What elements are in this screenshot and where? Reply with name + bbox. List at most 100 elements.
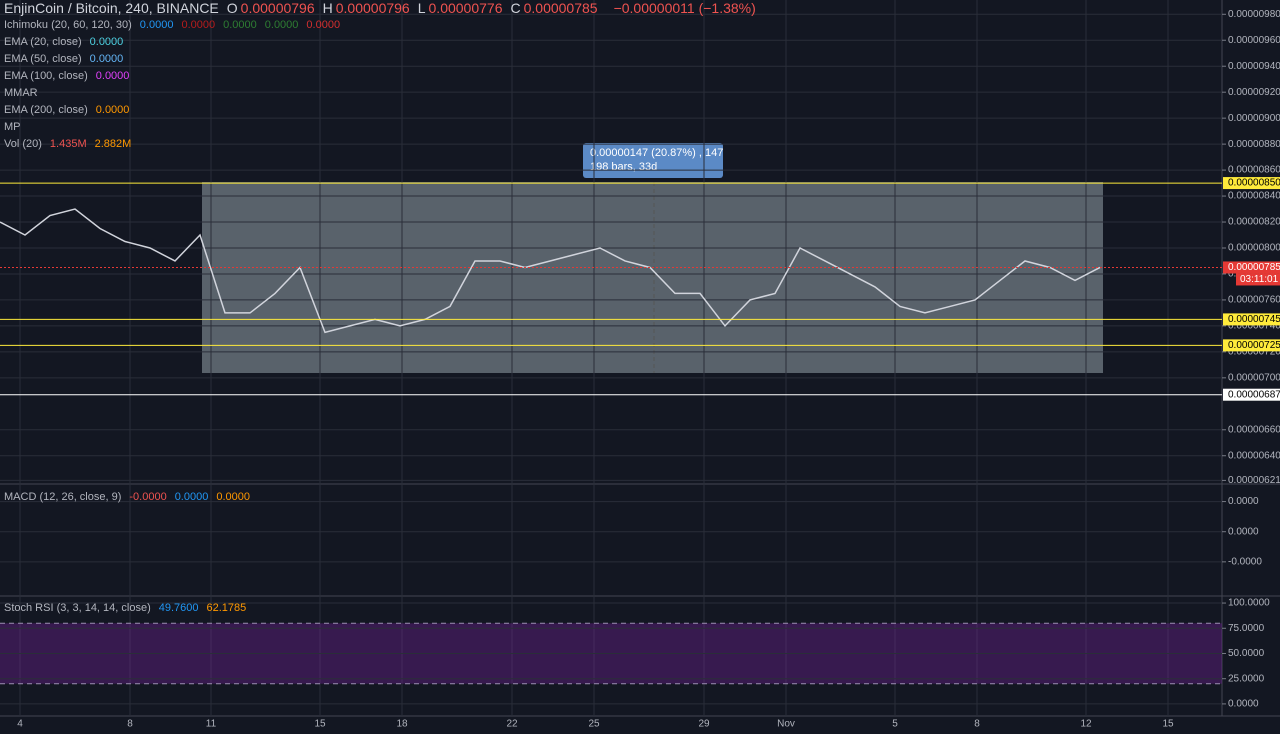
x-tick-label: 12 (1080, 719, 1092, 730)
y-tick-label: 0.00000640 (1228, 450, 1280, 461)
y-tick-label: -0.0000 (1228, 556, 1262, 567)
indicator-row: EMA (100, close) 0.0000 (4, 68, 764, 85)
ohlc: O 0.00000796 H 0.00000796 L 0.00000776 C 0.0000… (227, 0, 606, 16)
indicator-row: MMAR (4, 85, 764, 102)
y-tick-label: 0.00000900 (1228, 113, 1280, 124)
y-tick-label: 0.00000700 (1228, 372, 1280, 383)
ohlc-value: 0.00000785 (523, 0, 598, 16)
y-tick-label: 0.00000840 (1228, 191, 1280, 202)
y-tick-label: 0.0000 (1228, 699, 1259, 710)
x-tick-label: Nov (777, 719, 795, 730)
measure-text: 0.00000147 (20.87%) , 147 (590, 147, 723, 159)
level-label: 0.00000850 (1228, 178, 1280, 189)
y-tick-label: 0.0000 (1228, 526, 1259, 537)
countdown: 03:11:01 (1240, 274, 1279, 285)
ohlc-key: C (510, 0, 521, 16)
ohlc-value: 0.00000776 (428, 0, 503, 16)
measure-tooltip (583, 143, 723, 178)
y-tick-label: 100.0000 (1228, 598, 1270, 609)
macd-legend: MACD (12, 26, close, 9) -0.0000 0.0000 0.00… (4, 489, 258, 506)
indicator-name[interactable]: Vol (20) (4, 138, 42, 150)
ohlc-value: 0.00000796 (335, 0, 410, 16)
y-tick-label: 0.00000720 (1228, 347, 1280, 358)
indicator-name[interactable]: EMA (50, close) (4, 53, 82, 65)
indicator-value: 0.0000 (306, 19, 341, 31)
y-tick-label: 0.00000920 (1228, 87, 1280, 98)
level-label: 0.00000725 (1228, 340, 1280, 351)
x-tick-label: 11 (206, 719, 217, 730)
indicator-value: 0.0000 (95, 104, 130, 116)
change: −0.00000011 (−1.38%) (613, 0, 756, 16)
indicator-value: 0.0000 (223, 19, 257, 31)
price-line (0, 208, 1101, 334)
y-tick-label: 0.00000740 (1228, 321, 1280, 332)
indicator-name[interactable]: MP (4, 121, 21, 133)
level-tag (1223, 339, 1280, 352)
y-tick-label: 0.00000880 (1228, 139, 1280, 150)
y-tick-label: 0.00000800 (1228, 243, 1280, 254)
symbol[interactable]: EnjinCoin / Bitcoin, 240, BINANCE (4, 0, 219, 16)
x-tick-label: 5 (892, 719, 898, 730)
indicator-value: 0.0000 (216, 491, 250, 503)
x-tick-label: 18 (396, 719, 408, 730)
x-tick-label: 15 (314, 719, 326, 730)
indicator-name[interactable]: MACD (12, 26, close, 9) (4, 491, 122, 503)
ohlc-key: L (417, 0, 426, 16)
indicator-row: MACD (12, 26, close, 9) -0.0000 0.0000 0.00… (4, 489, 258, 506)
y-tick-label: 25.0000 (1228, 673, 1265, 684)
indicator-value: 49.7600 (158, 602, 199, 614)
indicator-name[interactable]: EMA (100, close) (4, 70, 88, 82)
measure-box (202, 182, 1103, 373)
indicator-value: 0.0000 (181, 19, 216, 31)
level-tag (1223, 388, 1280, 401)
indicator-row: MP (4, 119, 764, 136)
indicator-name[interactable]: EMA (20, close) (4, 36, 82, 48)
x-tick-label: 15 (1162, 719, 1174, 730)
indicator-list: Ichimoku (20, 60, 120, 30) 0.0000 0.0000 0.… (4, 17, 764, 153)
level-tag (1223, 261, 1280, 274)
y-tick-label: 75.0000 (1228, 623, 1265, 634)
y-tick-label: 0.00000960 (1228, 35, 1280, 46)
header: EnjinCoin / Bitcoin, 240, BINANCE O 0.0000… (4, 0, 764, 17)
rsi-legend: Stoch RSI (3, 3, 14, 14, close) 49.7600 62… (4, 600, 254, 617)
level-tag (1223, 313, 1280, 326)
y-tick-label: 0.00000980 (1228, 9, 1280, 20)
indicator-row: EMA (50, close) 0.0000 (4, 51, 764, 68)
measure-text: 198 bars, 33d (590, 161, 657, 173)
indicator-row: Vol (20) 1.435M 2.882M (4, 136, 764, 153)
countdown-tag (1236, 273, 1280, 286)
y-tick-label: 0.00000940 (1228, 61, 1280, 72)
y-tick-label: 0.00000820 (1228, 217, 1280, 228)
level-label: 0.00000785 (1228, 262, 1280, 273)
indicator-value: 0.0000 (89, 36, 124, 48)
y-tick-label: 50.0000 (1228, 648, 1265, 659)
x-tick-label: 4 (17, 719, 23, 730)
x-tick-label: 29 (698, 719, 710, 730)
ohlc-key: H (322, 0, 333, 16)
indicator-value: 0.0000 (139, 19, 174, 31)
y-tick-label: 0.00000660 (1228, 424, 1280, 435)
indicator-name[interactable]: Ichimoku (20, 60, 120, 30) (4, 19, 132, 31)
y-tick-label: 0.00000760 (1228, 295, 1280, 306)
indicator-name[interactable]: MMAR (4, 87, 38, 99)
level-label: 0.00000745 (1228, 314, 1280, 325)
y-tick-label: 0.00000860 (1228, 165, 1280, 176)
indicator-value: 0.0000 (264, 19, 299, 31)
y-tick-label: 0.00000621 (1228, 475, 1280, 486)
indicator-value: 0.0000 (174, 491, 209, 503)
indicator-row: EMA (20, close) 0.0000 (4, 34, 764, 51)
x-tick-label: 25 (588, 719, 600, 730)
indicator-value: 62.1785 (206, 602, 247, 614)
indicator-name[interactable]: EMA (200, close) (4, 104, 88, 116)
level-tag (1223, 177, 1280, 190)
indicator-row: Stoch RSI (3, 3, 14, 14, close) 49.7600 62… (4, 600, 254, 617)
x-tick-label: 8 (127, 719, 133, 730)
indicator-name[interactable]: Stoch RSI (3, 3, 14, 14, close) (4, 602, 151, 614)
x-tick-label: 22 (506, 719, 518, 730)
level-label: 0.00000687 (1228, 389, 1280, 400)
x-tick-label: 8 (974, 719, 980, 730)
indicator-value: 2.882M (94, 138, 132, 150)
indicator-value: 0.0000 (89, 53, 124, 65)
ohlc-key: O (226, 0, 238, 16)
